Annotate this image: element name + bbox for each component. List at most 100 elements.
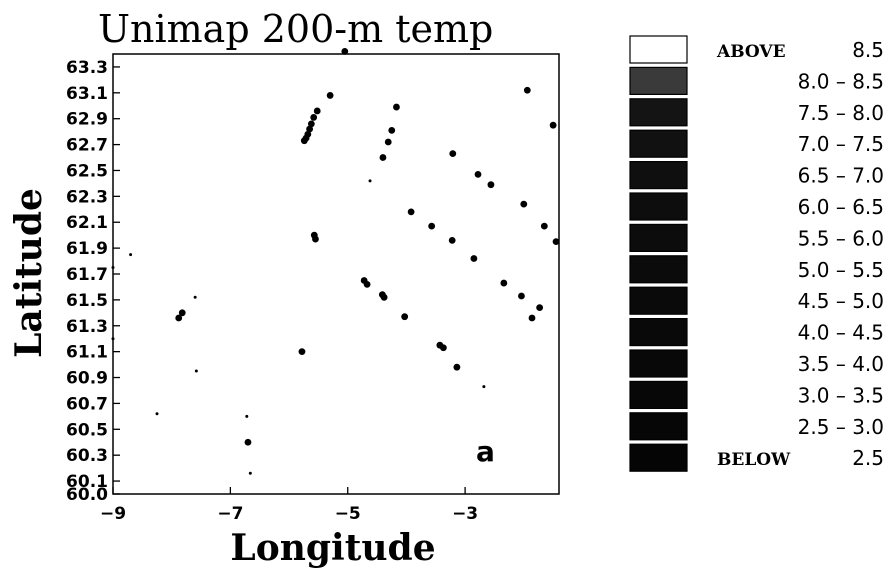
data-point bbox=[307, 120, 315, 128]
legend-label: 5.5 – 6.0 bbox=[798, 226, 884, 250]
data-point bbox=[474, 170, 482, 178]
data-point bbox=[448, 236, 456, 244]
data-point bbox=[536, 304, 544, 312]
legend-swatch bbox=[629, 129, 688, 158]
data-point bbox=[520, 200, 528, 208]
data-point bbox=[518, 292, 525, 300]
y-tick-label: 60.1 bbox=[66, 472, 108, 492]
x-tick-label: −5 bbox=[335, 504, 361, 524]
data-point bbox=[111, 337, 115, 341]
data-point bbox=[528, 314, 536, 322]
legend-label-value: 8.5 bbox=[852, 38, 884, 62]
panel-label: a bbox=[476, 435, 495, 468]
data-point bbox=[326, 92, 334, 99]
chart-title: Unimap 200-m temp bbox=[98, 7, 493, 51]
data-point bbox=[439, 344, 447, 352]
legend-swatch bbox=[629, 192, 688, 221]
legend-label: 2.5 – 3.0 bbox=[798, 415, 884, 439]
data-point bbox=[393, 103, 400, 111]
y-tick-label: 63.3 bbox=[66, 58, 108, 78]
legend-swatch bbox=[629, 255, 688, 284]
data-point bbox=[341, 48, 349, 55]
data-point bbox=[363, 280, 371, 288]
data-point bbox=[388, 126, 396, 134]
y-tick-label: 60.9 bbox=[66, 369, 108, 389]
legend-swatch bbox=[629, 161, 688, 190]
y-tick-label: 62.5 bbox=[66, 161, 108, 181]
y-tick-label: 61.3 bbox=[66, 317, 108, 337]
x-tick-label: −7 bbox=[217, 504, 243, 524]
data-point bbox=[470, 255, 478, 262]
data-point bbox=[310, 114, 318, 121]
y-tick-label: 61.7 bbox=[66, 265, 108, 285]
data-point bbox=[193, 295, 197, 299]
data-point bbox=[129, 253, 133, 257]
data-point bbox=[306, 125, 313, 133]
y-tick-label: 62.1 bbox=[66, 213, 108, 233]
x-axis-label: Longitude bbox=[230, 527, 435, 569]
data-point bbox=[384, 138, 392, 146]
data-point bbox=[312, 235, 319, 243]
data-point bbox=[248, 471, 252, 475]
legend: ABOVE 8.5 8.0 – 8.5 7.5 – 8.0 7.0 – 7.5 6.5 –… bbox=[629, 35, 884, 472]
data-point bbox=[453, 363, 461, 371]
y-tick-label: 60.3 bbox=[66, 446, 108, 466]
legend-swatch bbox=[629, 98, 688, 127]
legend-label: 6.5 – 7.0 bbox=[798, 164, 884, 188]
y-tick-label: 61.1 bbox=[66, 343, 108, 363]
legend-label-value: 2.5 bbox=[852, 446, 884, 470]
x-tick-label: −9 bbox=[100, 504, 126, 524]
legend-label: 8.0 – 8.5 bbox=[798, 69, 884, 93]
legend-swatch bbox=[629, 318, 688, 347]
legend-label: 7.5 – 8.0 bbox=[798, 101, 884, 125]
data-point bbox=[540, 222, 548, 230]
legend-label: 4.0 – 4.5 bbox=[798, 321, 884, 345]
legend-swatch bbox=[629, 66, 688, 96]
data-point bbox=[552, 238, 560, 246]
legend-label: 6.0 – 6.5 bbox=[798, 195, 884, 219]
legend-label: 4.5 – 5.0 bbox=[798, 289, 884, 313]
legend-swatch bbox=[629, 35, 688, 64]
data-point bbox=[523, 86, 531, 94]
data-points bbox=[111, 48, 560, 475]
data-point bbox=[401, 313, 409, 321]
data-point bbox=[300, 137, 308, 145]
legend-swatch bbox=[629, 349, 688, 378]
data-point bbox=[178, 309, 186, 317]
data-point bbox=[549, 121, 557, 129]
data-point bbox=[194, 369, 198, 373]
data-point bbox=[428, 222, 436, 230]
y-axis: 60.060.1 60.3 60.5 60.7 60.9 61.1 61.3 61.5 61.7… bbox=[66, 58, 120, 505]
legend-label: 3.5 – 4.0 bbox=[798, 352, 884, 376]
legend-swatch bbox=[629, 380, 688, 409]
data-point bbox=[298, 348, 306, 356]
y-tick-label: 61.5 bbox=[66, 291, 108, 311]
data-point bbox=[155, 412, 159, 416]
legend-swatch bbox=[629, 412, 688, 441]
data-point bbox=[244, 438, 252, 446]
data-point bbox=[111, 266, 115, 270]
x-axis: −9 −7 −5 −3 bbox=[100, 487, 478, 524]
data-point bbox=[449, 150, 457, 158]
plot-frame bbox=[112, 53, 560, 495]
x-tick-label: −3 bbox=[452, 504, 478, 524]
legend-label-word: BELOW bbox=[717, 450, 791, 470]
legend-label-word: ABOVE bbox=[716, 42, 786, 62]
data-point bbox=[379, 154, 387, 161]
y-tick-label: 60.0 bbox=[66, 485, 108, 505]
data-point bbox=[500, 279, 508, 287]
legend-swatch bbox=[629, 443, 688, 472]
y-tick-label: 62.7 bbox=[66, 136, 108, 156]
legend-label: 5.0 – 5.5 bbox=[798, 258, 884, 282]
y-tick-label: 60.5 bbox=[66, 420, 108, 440]
data-point bbox=[407, 208, 415, 216]
data-point bbox=[313, 107, 321, 115]
y-tick-label: 63.1 bbox=[66, 84, 108, 104]
data-point bbox=[368, 179, 372, 183]
legend-label: 3.0 – 3.5 bbox=[798, 383, 884, 407]
data-point bbox=[245, 414, 249, 418]
y-tick-label: 62.9 bbox=[66, 110, 108, 130]
y-tick-label: 61.9 bbox=[66, 239, 108, 259]
data-point bbox=[175, 314, 183, 322]
